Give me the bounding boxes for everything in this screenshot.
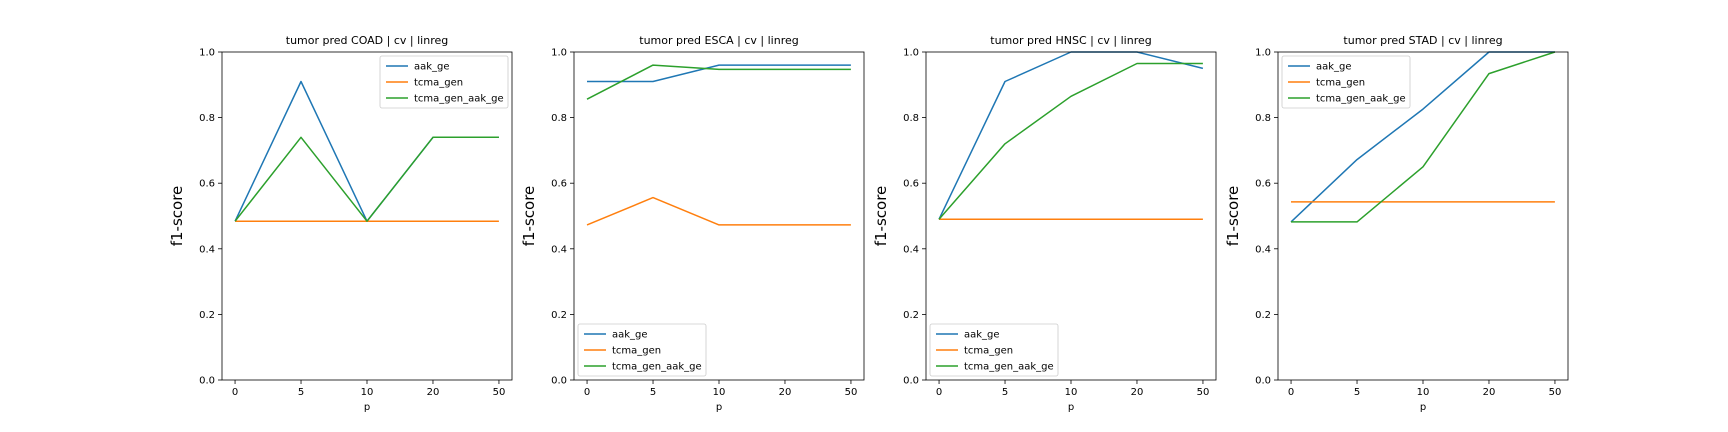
y-tick-label: 0.6 (903, 179, 919, 190)
y-tick-label: 0.2 (199, 310, 215, 321)
legend-box (1281, 55, 1411, 109)
x-tick-label: 10 (713, 387, 726, 398)
y-tick-label: 1.0 (903, 48, 919, 59)
y-tick-label: 0.6 (199, 179, 215, 190)
series-line-aak_ge (587, 64, 851, 83)
y-tick-label: 0.2 (903, 310, 919, 321)
y-tick-label: 0.8 (551, 113, 567, 124)
chart-title: tumor pred STAD | cv | linreg (1343, 34, 1502, 47)
x-tick-label: 20 (427, 387, 440, 398)
x-tick-label: 0 (232, 387, 238, 398)
x-axis-label: p (716, 402, 722, 413)
chart-panel-1: tumor pred ESCA | cv | linreg 0.0 0.2 0.4 0.… (520, 34, 865, 413)
legend-label: aak_ge (964, 330, 1000, 341)
y-tick-label: 1.0 (199, 48, 215, 59)
x-tick-label: 5 (1002, 387, 1008, 398)
y-axis-label: f1-score (520, 186, 538, 247)
legend-label: aak_ge (414, 62, 450, 73)
legend-label: tcma_gen_aak_ge (964, 362, 1054, 373)
y-tick-label: 0.4 (199, 244, 215, 255)
series-line-aak_ge (938, 51, 1204, 220)
legend: aak_ge tcma_gen tcma_gen_aak_ge (929, 323, 1059, 377)
legend-label: tcma_gen_aak_ge (612, 362, 702, 373)
y-axis-label: f1-score (1224, 186, 1242, 247)
chart-title: tumor pred ESCA | cv | linreg (639, 34, 798, 47)
x-tick-label: 10 (361, 387, 374, 398)
y-tick-label: 0.0 (903, 376, 919, 387)
y-tick-label: 1.0 (551, 48, 567, 59)
legend-label: tcma_gen (964, 346, 1013, 357)
y-tick-label: 0.4 (1255, 244, 1271, 255)
y-tick-label: 0.2 (1255, 310, 1271, 321)
x-tick-label: 50 (1549, 387, 1562, 398)
x-axis-label: p (1420, 402, 1426, 413)
legend: aak_ge tcma_gen tcma_gen_aak_ge (379, 55, 509, 109)
chart-title: tumor pred HNSC | cv | linreg (990, 34, 1152, 47)
x-tick-label: 5 (650, 387, 656, 398)
y-axis-label: f1-score (168, 186, 186, 247)
x-tick-label: 5 (298, 387, 304, 398)
chart-title: tumor pred COAD | cv | linreg (286, 34, 448, 47)
legend-box (929, 323, 1059, 377)
chart-panel-2: tumor pred HNSC | cv | linreg 0.0 0.2 0.4 0.… (872, 34, 1217, 413)
y-tick-label: 0.0 (1255, 376, 1271, 387)
y-tick-label: 1.0 (1255, 48, 1271, 59)
legend-box (379, 55, 509, 109)
x-tick-label: 20 (1483, 387, 1496, 398)
y-tick-label: 0.8 (1255, 113, 1271, 124)
y-tick-label: 0.0 (199, 376, 215, 387)
x-tick-label: 50 (845, 387, 858, 398)
y-tick-label: 0.8 (199, 113, 215, 124)
x-axis-label: p (364, 402, 370, 413)
y-tick-label: 0.4 (903, 244, 919, 255)
legend-label: tcma_gen (612, 346, 661, 357)
y-tick-label: 0.8 (903, 113, 919, 124)
x-tick-label: 0 (936, 387, 942, 398)
legend-label: aak_ge (612, 330, 648, 341)
series-line-tcma_gen_aak_ge (234, 136, 499, 222)
x-tick-label: 0 (1288, 387, 1294, 398)
y-tick-label: 0.6 (551, 179, 567, 190)
x-tick-label: 5 (1354, 387, 1360, 398)
y-tick-label: 0.0 (551, 376, 567, 387)
series-line-tcma_gen (586, 196, 851, 226)
legend: aak_ge tcma_gen tcma_gen_aak_ge (577, 323, 707, 377)
legend: aak_ge tcma_gen tcma_gen_aak_ge (1281, 55, 1411, 109)
x-tick-label: 10 (1417, 387, 1430, 398)
x-tick-label: 20 (779, 387, 792, 398)
legend-label: tcma_gen (1316, 78, 1365, 89)
legend-label: tcma_gen_aak_ge (414, 94, 504, 105)
x-tick-label: 10 (1065, 387, 1078, 398)
chart-panel-0: tumor pred COAD | cv | linreg 0.0 0.2 0.4 0.… (168, 34, 513, 413)
y-tick-label: 0.6 (1255, 179, 1271, 190)
chart-panel-3: tumor pred STAD | cv | linreg 0.0 0.2 0.4 0.… (1224, 34, 1569, 413)
series-line-tcma_gen_aak_ge (586, 64, 851, 100)
y-tick-label: 0.4 (551, 244, 567, 255)
series-line-tcma_gen_aak_ge (938, 62, 1203, 220)
legend-box (577, 323, 707, 377)
series-line-tcma_gen_aak_ge (1291, 51, 1556, 223)
legend-label: tcma_gen_aak_ge (1316, 94, 1406, 105)
x-axis-label: p (1068, 402, 1074, 413)
y-axis-label: f1-score (872, 186, 890, 247)
x-tick-label: 50 (493, 387, 506, 398)
y-tick-label: 0.2 (551, 310, 567, 321)
legend-label: aak_ge (1316, 62, 1352, 73)
x-tick-label: 0 (584, 387, 590, 398)
x-tick-label: 50 (1197, 387, 1210, 398)
legend-label: tcma_gen (414, 78, 463, 89)
x-tick-label: 20 (1131, 387, 1144, 398)
